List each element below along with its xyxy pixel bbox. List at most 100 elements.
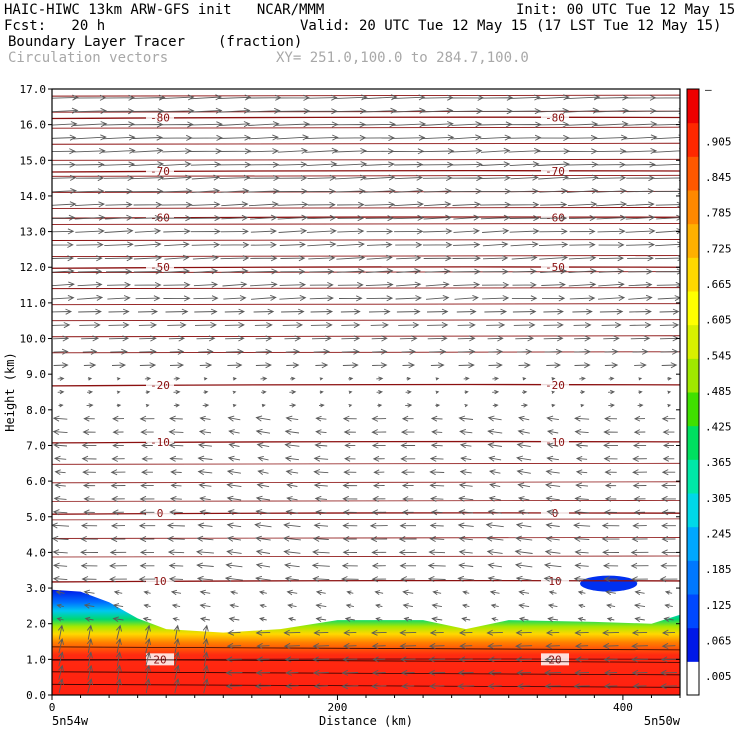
vector-arrow [627, 255, 654, 262]
vector-arrow [659, 576, 678, 583]
vector-arrow [574, 495, 589, 502]
contour-label-bg [146, 574, 174, 587]
vector-arrow [632, 455, 647, 462]
vector-arrow [87, 678, 93, 694]
vector-arrow [318, 403, 325, 408]
vector-arrow [603, 683, 618, 690]
vector-arrow [575, 442, 588, 449]
contour-label: 10 [548, 575, 561, 588]
vector-arrow [283, 549, 301, 556]
contour-line [52, 512, 680, 515]
vector-arrow [87, 377, 93, 381]
vector-arrow [336, 268, 365, 275]
vector-arrow [310, 308, 334, 315]
vector-arrow [159, 107, 195, 114]
vector-arrow [248, 148, 279, 155]
vector-arrow [453, 228, 480, 235]
vector-arrow [334, 161, 368, 168]
vector-arrow [221, 201, 249, 208]
vector-arrow [52, 428, 68, 435]
vector-arrow [52, 562, 68, 569]
vector-arrow [223, 295, 247, 302]
vector-arrow [429, 455, 444, 462]
vector-arrow [393, 201, 424, 208]
vector-arrow [256, 656, 270, 663]
vector-arrow [313, 522, 329, 529]
vector-arrow [335, 188, 366, 195]
colorbar-swatch [687, 661, 699, 696]
vector-arrow [74, 147, 106, 154]
vector-arrow [580, 403, 585, 408]
vector-arrow [222, 281, 248, 288]
vector-arrow [487, 509, 502, 516]
vector-arrow [484, 308, 508, 315]
vector-arrow [661, 629, 676, 636]
y-tick-label: 14.0 [20, 190, 47, 203]
vector-arrow [399, 643, 417, 650]
vector-arrow [399, 629, 417, 636]
vector-arrow [112, 616, 124, 622]
vector-arrow [250, 281, 278, 288]
vector-arrow [599, 255, 625, 262]
vector-arrow [341, 348, 360, 355]
vector-arrow [595, 134, 628, 141]
x-endpoint-left: 5n54w [52, 714, 89, 728]
vector-arrow [518, 616, 529, 622]
contour-line-minor [52, 174, 680, 177]
vector-arrow [255, 495, 271, 502]
vector-arrow [515, 656, 532, 663]
vector-arrow [487, 428, 503, 435]
vector-arrow [145, 638, 151, 654]
vector-arrow [372, 455, 385, 462]
vector-arrow [629, 308, 652, 315]
vector-arrow [160, 121, 194, 128]
vector-arrow [80, 562, 98, 569]
tracer-blob [580, 575, 638, 592]
vector-arrow [597, 294, 626, 301]
vector-arrow [111, 495, 125, 503]
vector-arrow [189, 94, 222, 101]
vector-arrow [144, 678, 151, 694]
tracer-region [52, 589, 680, 695]
colorbar-swatch [687, 190, 699, 225]
vector-arrow [518, 509, 530, 516]
vector-arrow [77, 255, 103, 262]
vector-arrow [52, 94, 79, 101]
vector-arrow [348, 390, 353, 394]
colorbar-swatch [687, 459, 699, 494]
vector-arrow [375, 617, 383, 622]
vector-arrow [319, 390, 324, 394]
vector-arrow [141, 442, 153, 449]
vector-arrow [312, 643, 330, 650]
vector-arrow [396, 308, 421, 315]
colorbar-swatch [687, 122, 699, 157]
vector-arrow [284, 335, 302, 342]
vector-arrow [551, 390, 556, 394]
vector-arrow [139, 562, 155, 569]
vector-arrow [516, 669, 532, 676]
vector-arrow [143, 603, 151, 609]
vector-arrow [144, 376, 152, 381]
vector-arrow [638, 377, 643, 381]
vector-arrow [511, 295, 538, 302]
vector-arrow [515, 335, 535, 342]
vector-arrow [599, 308, 624, 315]
y-tick-label: 3.0 [26, 582, 46, 595]
vector-arrow [365, 215, 395, 222]
vector-arrow [541, 281, 566, 288]
y-axis: 0.0 1.0 2.0 3.0 4.0 5.0 6.0 7.0 8.0 9.0 10.0 11.0 12… [3, 83, 680, 702]
vector-arrow [172, 617, 180, 622]
vector-arrow [193, 295, 219, 302]
vector-arrow [58, 651, 64, 667]
vector-arrow [429, 482, 445, 489]
vector-arrow [254, 522, 272, 529]
vector-arrow [309, 281, 334, 289]
vector-arrow [545, 495, 560, 502]
vector-arrow [278, 174, 308, 182]
vector-arrow [83, 603, 95, 609]
vector-arrow [107, 295, 131, 302]
vector-arrow [369, 522, 388, 529]
vector-arrow [575, 482, 589, 489]
vector-arrow [566, 161, 599, 168]
